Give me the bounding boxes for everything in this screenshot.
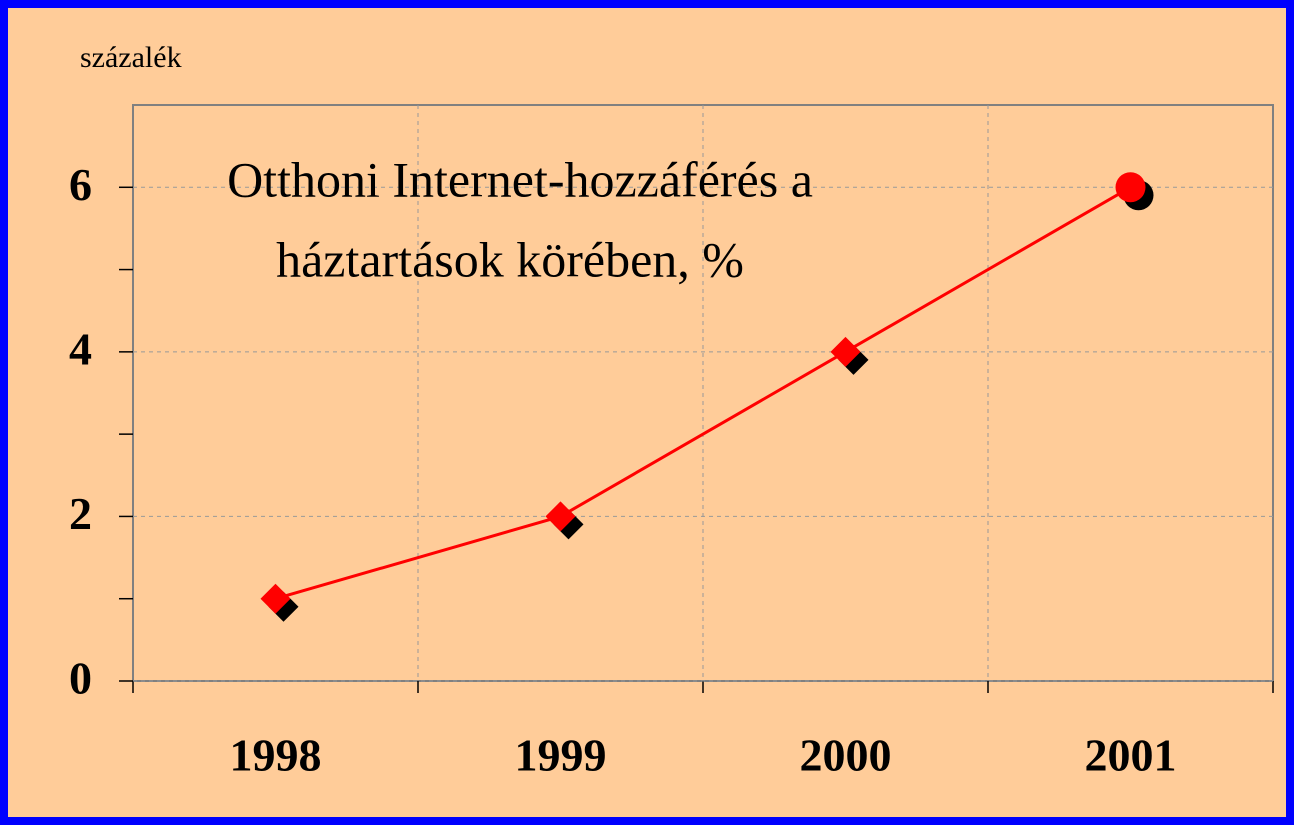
- x-tick-label: 1998: [230, 730, 322, 781]
- x-tick-label: 2001: [1085, 730, 1177, 781]
- x-tick-label: 2000: [800, 730, 892, 781]
- chart-title: háztartások körében, %: [276, 231, 744, 287]
- x-tick-label: 1999: [515, 730, 607, 781]
- y-tick-label: 6: [69, 159, 92, 210]
- point: [260, 583, 291, 614]
- point: [1115, 172, 1146, 203]
- y-tick-label: 0: [69, 653, 92, 704]
- point: [830, 336, 861, 367]
- y-tick-label: 4: [69, 323, 92, 374]
- series-line: [275, 185, 1132, 601]
- chart-title: Otthoni Internet-hozzáférés a: [227, 151, 813, 207]
- point: [545, 501, 576, 532]
- y-tick-label: 2: [69, 488, 92, 539]
- y-axis-label: százalék: [80, 41, 182, 74]
- background: [8, 8, 1286, 817]
